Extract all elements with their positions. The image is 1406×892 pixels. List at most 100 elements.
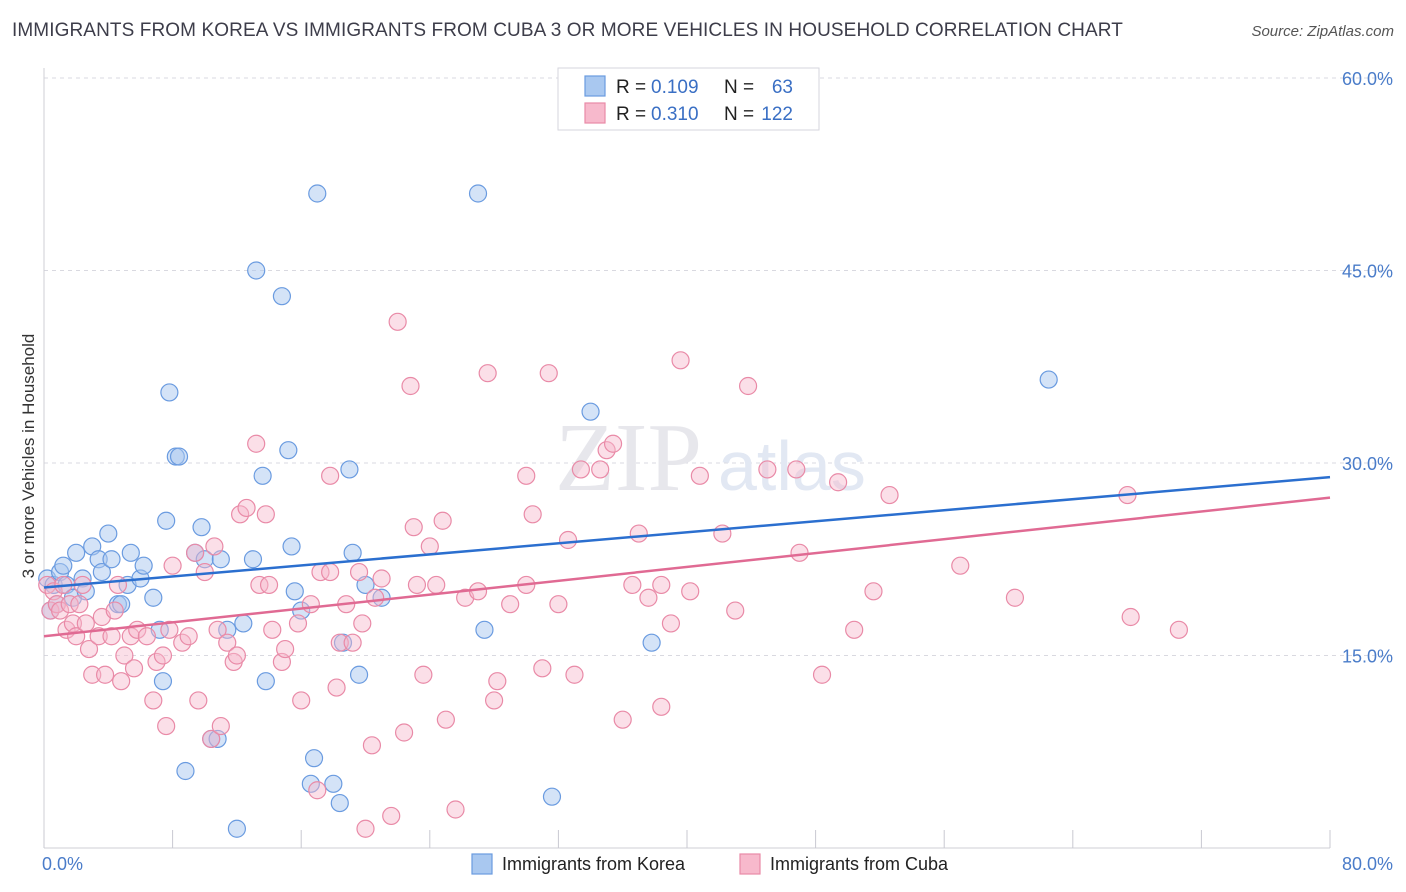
cuba-point bbox=[349, 562, 369, 582]
korea-point bbox=[279, 441, 298, 460]
cuba-point bbox=[288, 614, 308, 633]
cuba-point bbox=[414, 665, 433, 684]
korea-point bbox=[243, 550, 263, 569]
korea-point bbox=[330, 793, 349, 813]
cuba-point bbox=[372, 569, 391, 588]
bottom-legend-cuba: Immigrants from Cuba bbox=[770, 854, 949, 874]
cuba-point bbox=[366, 588, 385, 607]
cuba-point bbox=[124, 659, 144, 678]
y-tick-label: 30.0% bbox=[1342, 454, 1393, 474]
cuba-point bbox=[343, 633, 362, 652]
cuba-point bbox=[401, 376, 420, 396]
legend-r-value-korea: 0.109 bbox=[651, 77, 699, 98]
korea-points bbox=[38, 184, 1058, 838]
korea-point bbox=[282, 537, 301, 556]
cuba-point bbox=[1169, 620, 1188, 639]
cuba-point bbox=[327, 678, 346, 697]
korea-point bbox=[308, 184, 327, 203]
korea-point bbox=[475, 620, 494, 639]
cuba-point bbox=[115, 646, 134, 665]
cuba-point bbox=[105, 601, 124, 620]
korea-point bbox=[144, 588, 163, 607]
cuba-point bbox=[661, 614, 681, 633]
cuba-point bbox=[864, 582, 883, 601]
korea-point bbox=[134, 556, 153, 575]
cuba-point bbox=[591, 460, 610, 479]
cuba-point bbox=[845, 620, 864, 639]
chart-title: IMMIGRANTS FROM KOREA VS IMMIGRANTS FROM… bbox=[12, 20, 1123, 41]
cuba-point bbox=[501, 595, 520, 614]
y-tick-label: 15.0% bbox=[1342, 647, 1393, 667]
legend-n-label: N = bbox=[724, 104, 754, 125]
cuba-point bbox=[137, 627, 156, 646]
cuba-point bbox=[639, 588, 658, 607]
korea-point bbox=[256, 672, 275, 691]
cuba-point bbox=[259, 575, 279, 595]
korea-point bbox=[247, 261, 266, 280]
cuba-point bbox=[478, 364, 497, 383]
cuba-point bbox=[623, 575, 642, 595]
cuba-point bbox=[163, 556, 182, 575]
korea-point bbox=[304, 749, 324, 768]
x-tick-label: 0.0% bbox=[42, 854, 83, 874]
x-tick-labels: 0.0% 80.0% bbox=[42, 854, 1393, 874]
cuba-point bbox=[790, 543, 809, 562]
cuba-point bbox=[70, 595, 89, 614]
cuba-point bbox=[227, 646, 246, 665]
cuba-point bbox=[829, 473, 848, 492]
cuba-point bbox=[394, 723, 414, 742]
cuba-point bbox=[446, 800, 465, 819]
cuba-point bbox=[50, 601, 70, 620]
cuba-point bbox=[652, 697, 671, 716]
cuba-point bbox=[308, 781, 327, 800]
cuba-point bbox=[362, 736, 382, 755]
cuba-point bbox=[539, 364, 558, 383]
cuba-point bbox=[160, 620, 179, 639]
cuba-point bbox=[880, 485, 899, 505]
cuba-point bbox=[517, 466, 536, 485]
axes bbox=[43, 68, 1331, 849]
cuba-point bbox=[153, 646, 173, 665]
legend-n-label: N = bbox=[724, 77, 754, 98]
cuba-point bbox=[211, 716, 230, 736]
korea-point bbox=[324, 774, 343, 793]
korea-point bbox=[153, 672, 173, 691]
correlation-legend: R = 0.109 N = 63 R = 0.310 N = 122 bbox=[557, 67, 820, 131]
cuba-point bbox=[157, 716, 176, 736]
cuba-point bbox=[420, 537, 439, 556]
cuba-point bbox=[112, 672, 131, 691]
cuba-point bbox=[263, 620, 282, 639]
y-axis-label: 3 or more Vehicles in Household bbox=[19, 334, 38, 579]
y-tick-label: 45.0% bbox=[1342, 262, 1393, 282]
korea-point bbox=[102, 550, 121, 569]
korea-point bbox=[169, 447, 189, 466]
legend-n-value-korea: 63 bbox=[772, 77, 793, 98]
bottom-legend-korea: Immigrants from Korea bbox=[502, 854, 686, 874]
cuba-point bbox=[427, 575, 446, 595]
cuba-point bbox=[301, 595, 320, 614]
korea-point bbox=[581, 402, 600, 421]
y-tick-labels: 15.0% 30.0% 45.0% 60.0% bbox=[1342, 69, 1393, 667]
korea-point bbox=[340, 460, 359, 479]
legend-r-value-cuba: 0.310 bbox=[651, 104, 699, 125]
korea-point bbox=[227, 819, 246, 838]
korea-point bbox=[92, 562, 111, 582]
cuba-point bbox=[60, 595, 79, 614]
korea-point bbox=[67, 543, 86, 562]
cuba-point bbox=[629, 524, 648, 543]
cuba-point bbox=[189, 691, 208, 710]
cuba-point bbox=[256, 505, 275, 524]
cuba-point bbox=[76, 614, 95, 633]
cuba-point bbox=[433, 511, 452, 530]
cuba-point bbox=[144, 691, 163, 710]
cuba-point bbox=[205, 537, 224, 556]
cuba-point bbox=[690, 466, 709, 485]
cuba-point bbox=[726, 601, 745, 620]
cuba-point bbox=[1121, 607, 1140, 627]
cuba-point bbox=[276, 639, 295, 659]
watermark-atlas: atlas bbox=[718, 427, 866, 505]
cuba-point bbox=[356, 819, 375, 838]
bottom-legend-swatch-korea bbox=[471, 853, 493, 875]
cuba-trend-line bbox=[43, 496, 1331, 638]
korea-point bbox=[121, 543, 140, 562]
